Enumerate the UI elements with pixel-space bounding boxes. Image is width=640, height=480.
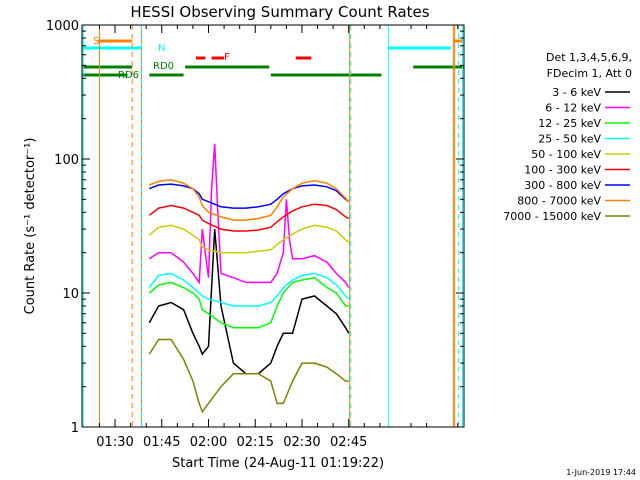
series-line-300-800-kev bbox=[149, 183, 350, 209]
legend-label: 25 - 50 keV bbox=[538, 133, 601, 146]
x-tick-label: 02:30 bbox=[283, 435, 320, 450]
legend-label: 300 - 800 keV bbox=[524, 179, 601, 192]
series-line-6-12-kev bbox=[148, 143, 350, 288]
legend-header-2: FDecim 1, Att 0 bbox=[547, 67, 632, 80]
series-line-800-7000-kev bbox=[149, 179, 350, 221]
legend-label: 50 - 100 keV bbox=[531, 148, 601, 161]
series-line-7000-15000-kev bbox=[148, 338, 349, 414]
legend-label: 6 - 12 keV bbox=[545, 102, 601, 115]
series-line-25-50-kev bbox=[148, 272, 350, 307]
annotation-n: N bbox=[158, 43, 165, 54]
legend-label: 7000 - 15000 keV bbox=[503, 210, 601, 223]
legend-label: 3 - 6 keV bbox=[552, 86, 601, 99]
y-tick-label: 1 bbox=[71, 421, 79, 436]
legend-label: 100 - 300 keV bbox=[524, 164, 601, 177]
series-line-50-100-kev bbox=[148, 224, 350, 254]
series-line-12-25-kev bbox=[148, 276, 349, 329]
annotation-rd6: RD6 bbox=[118, 70, 139, 81]
y-tick-label: 100 bbox=[54, 153, 79, 168]
y-tick-label: 1000 bbox=[46, 19, 79, 34]
x-tick-label: 01:45 bbox=[143, 435, 180, 450]
x-tick-label: 02:45 bbox=[330, 435, 367, 450]
x-axis-label: Start Time (24-Aug-11 01:19:22) bbox=[172, 456, 384, 471]
y-axis-label: Count Rate (s⁻¹ detector⁻¹) bbox=[23, 138, 38, 315]
series-line-100-300-kev bbox=[148, 203, 350, 232]
annotation-s: S bbox=[93, 36, 99, 47]
chart-title: HESSI Observing Summary Count Rates bbox=[130, 3, 429, 21]
footer-date: 1-Jun-2019 17:44 bbox=[566, 468, 636, 477]
y-tick-label: 10 bbox=[62, 287, 79, 302]
legend-header-1: Det 1,3,4,5,6,9, bbox=[546, 51, 632, 64]
x-tick-label: 02:00 bbox=[190, 435, 227, 450]
annotation-f: F bbox=[224, 52, 230, 63]
plot-frame bbox=[81, 24, 465, 428]
legend-label: 800 - 7000 keV bbox=[517, 195, 601, 208]
x-tick-label: 01:30 bbox=[96, 435, 133, 450]
annotation-rd0: RD0 bbox=[153, 61, 174, 72]
legend-label: 12 - 25 keV bbox=[538, 117, 601, 130]
x-tick-label: 02:15 bbox=[237, 435, 274, 450]
